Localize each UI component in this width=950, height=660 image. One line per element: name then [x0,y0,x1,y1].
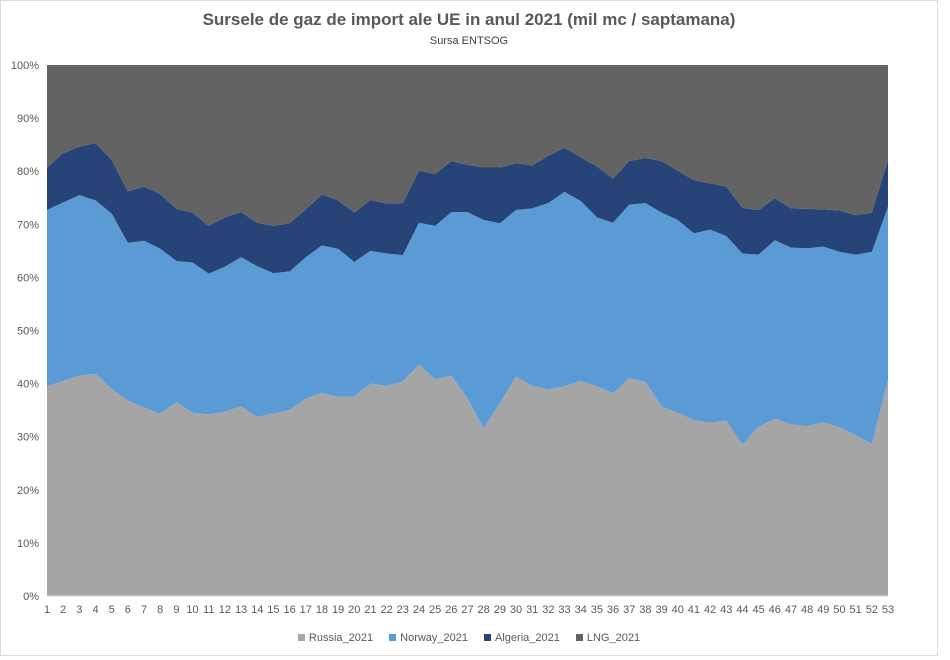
x-tick-label: 50 [833,604,845,616]
area-series-LNG_2021 [47,65,888,226]
legend-label: LNG_2021 [586,632,641,644]
y-tick-label: 30% [17,432,39,444]
x-tick-label: 48 [801,604,813,616]
x-tick-label: 18 [316,604,328,616]
x-tick-label: 45 [752,604,764,616]
y-tick-label: 10% [17,538,39,550]
x-tick-label: 21 [364,604,376,616]
x-tick-label: 12 [219,604,231,616]
x-tick-label: 30 [510,604,522,616]
chart-legend: Russia_2021 Norway_2021 Algeria_2021 LNG_20… [0,632,938,644]
legend-swatch [484,634,492,641]
legend-item: Russia_2021 [297,632,374,644]
x-tick-label: 11 [203,604,214,616]
x-tick-label: 38 [639,604,651,616]
legend-item: LNG_2021 [575,632,641,644]
x-tick-label: 5 [109,604,115,616]
x-tick-label: 29 [494,604,506,616]
y-tick-label: 0% [23,591,39,603]
x-tick-label: 10 [186,604,198,616]
x-tick-label: 4 [92,604,98,616]
x-tick-label: 14 [251,604,263,616]
legend-swatch [297,634,305,641]
x-tick-label: 17 [300,604,312,616]
y-tick-label: 20% [17,485,39,497]
x-tick-label: 28 [478,604,490,616]
x-tick-label: 25 [429,604,441,616]
x-tick-label: 9 [173,604,179,616]
x-tick-label: 53 [882,604,894,616]
y-tick-label: 80% [17,166,39,178]
y-tick-label: 90% [17,113,39,125]
y-tick-label: 40% [17,379,39,391]
x-tick-label: 47 [785,604,797,616]
y-tick-label: 70% [17,219,39,231]
chart-title: Sursele de gaz de import ale UE in anul … [202,10,736,29]
x-tick-label: 27 [461,604,473,616]
x-tick-label: 3 [76,604,82,616]
legend-item: Norway_2021 [389,632,468,644]
x-tick-label: 33 [558,604,570,616]
area-series-Algeria_2021 [47,143,888,274]
x-tick-label: 52 [866,604,878,616]
x-tick-label: 37 [623,604,635,616]
x-tick-label: 43 [720,604,732,616]
chart-subtitle: Sursa ENTSOG [429,35,509,47]
x-tick-label: 6 [125,604,131,616]
x-tick-label: 44 [736,604,748,616]
x-tick-label: 15 [267,604,279,616]
x-tick-label: 1 [44,604,50,616]
x-tick-label: 39 [655,604,667,616]
x-tick-label: 35 [591,604,603,616]
x-tick-label: 20 [348,604,360,616]
y-tick-label: 60% [17,272,39,284]
legend-label: Russia_2021 [308,632,374,644]
x-tick-label: 2 [60,604,66,616]
y-tick-label: 100% [11,60,39,72]
x-tick-label: 19 [332,604,344,616]
x-tick-label: 7 [141,604,147,616]
area-series-Norway_2021 [47,191,888,445]
x-tick-label: 13 [235,604,247,616]
x-tick-label: 26 [445,604,457,616]
x-tick-label: 24 [413,604,425,616]
x-tick-label: 34 [575,604,587,616]
y-tick-label: 50% [17,326,39,338]
x-tick-label: 16 [283,604,295,616]
x-tick-label: 22 [381,604,393,616]
x-tick-label: 40 [672,604,684,616]
legend-item: Algeria_2021 [484,632,560,644]
area-series-Russia_2021 [47,364,888,596]
x-tick-label: 31 [526,604,538,616]
x-tick-label: 8 [157,604,163,616]
x-tick-label: 49 [817,604,829,616]
x-tick-label: 42 [704,604,716,616]
legend-label: Algeria_2021 [495,632,560,644]
x-tick-label: 51 [850,604,862,616]
x-tick-label: 32 [542,604,554,616]
legend-swatch [575,634,583,641]
x-tick-label: 41 [688,604,700,616]
x-tick-label: 36 [607,604,619,616]
x-tick-label: 23 [397,604,409,616]
legend-swatch [389,634,397,641]
legend-label: Norway_2021 [400,632,469,644]
x-tick-label: 46 [769,604,781,616]
